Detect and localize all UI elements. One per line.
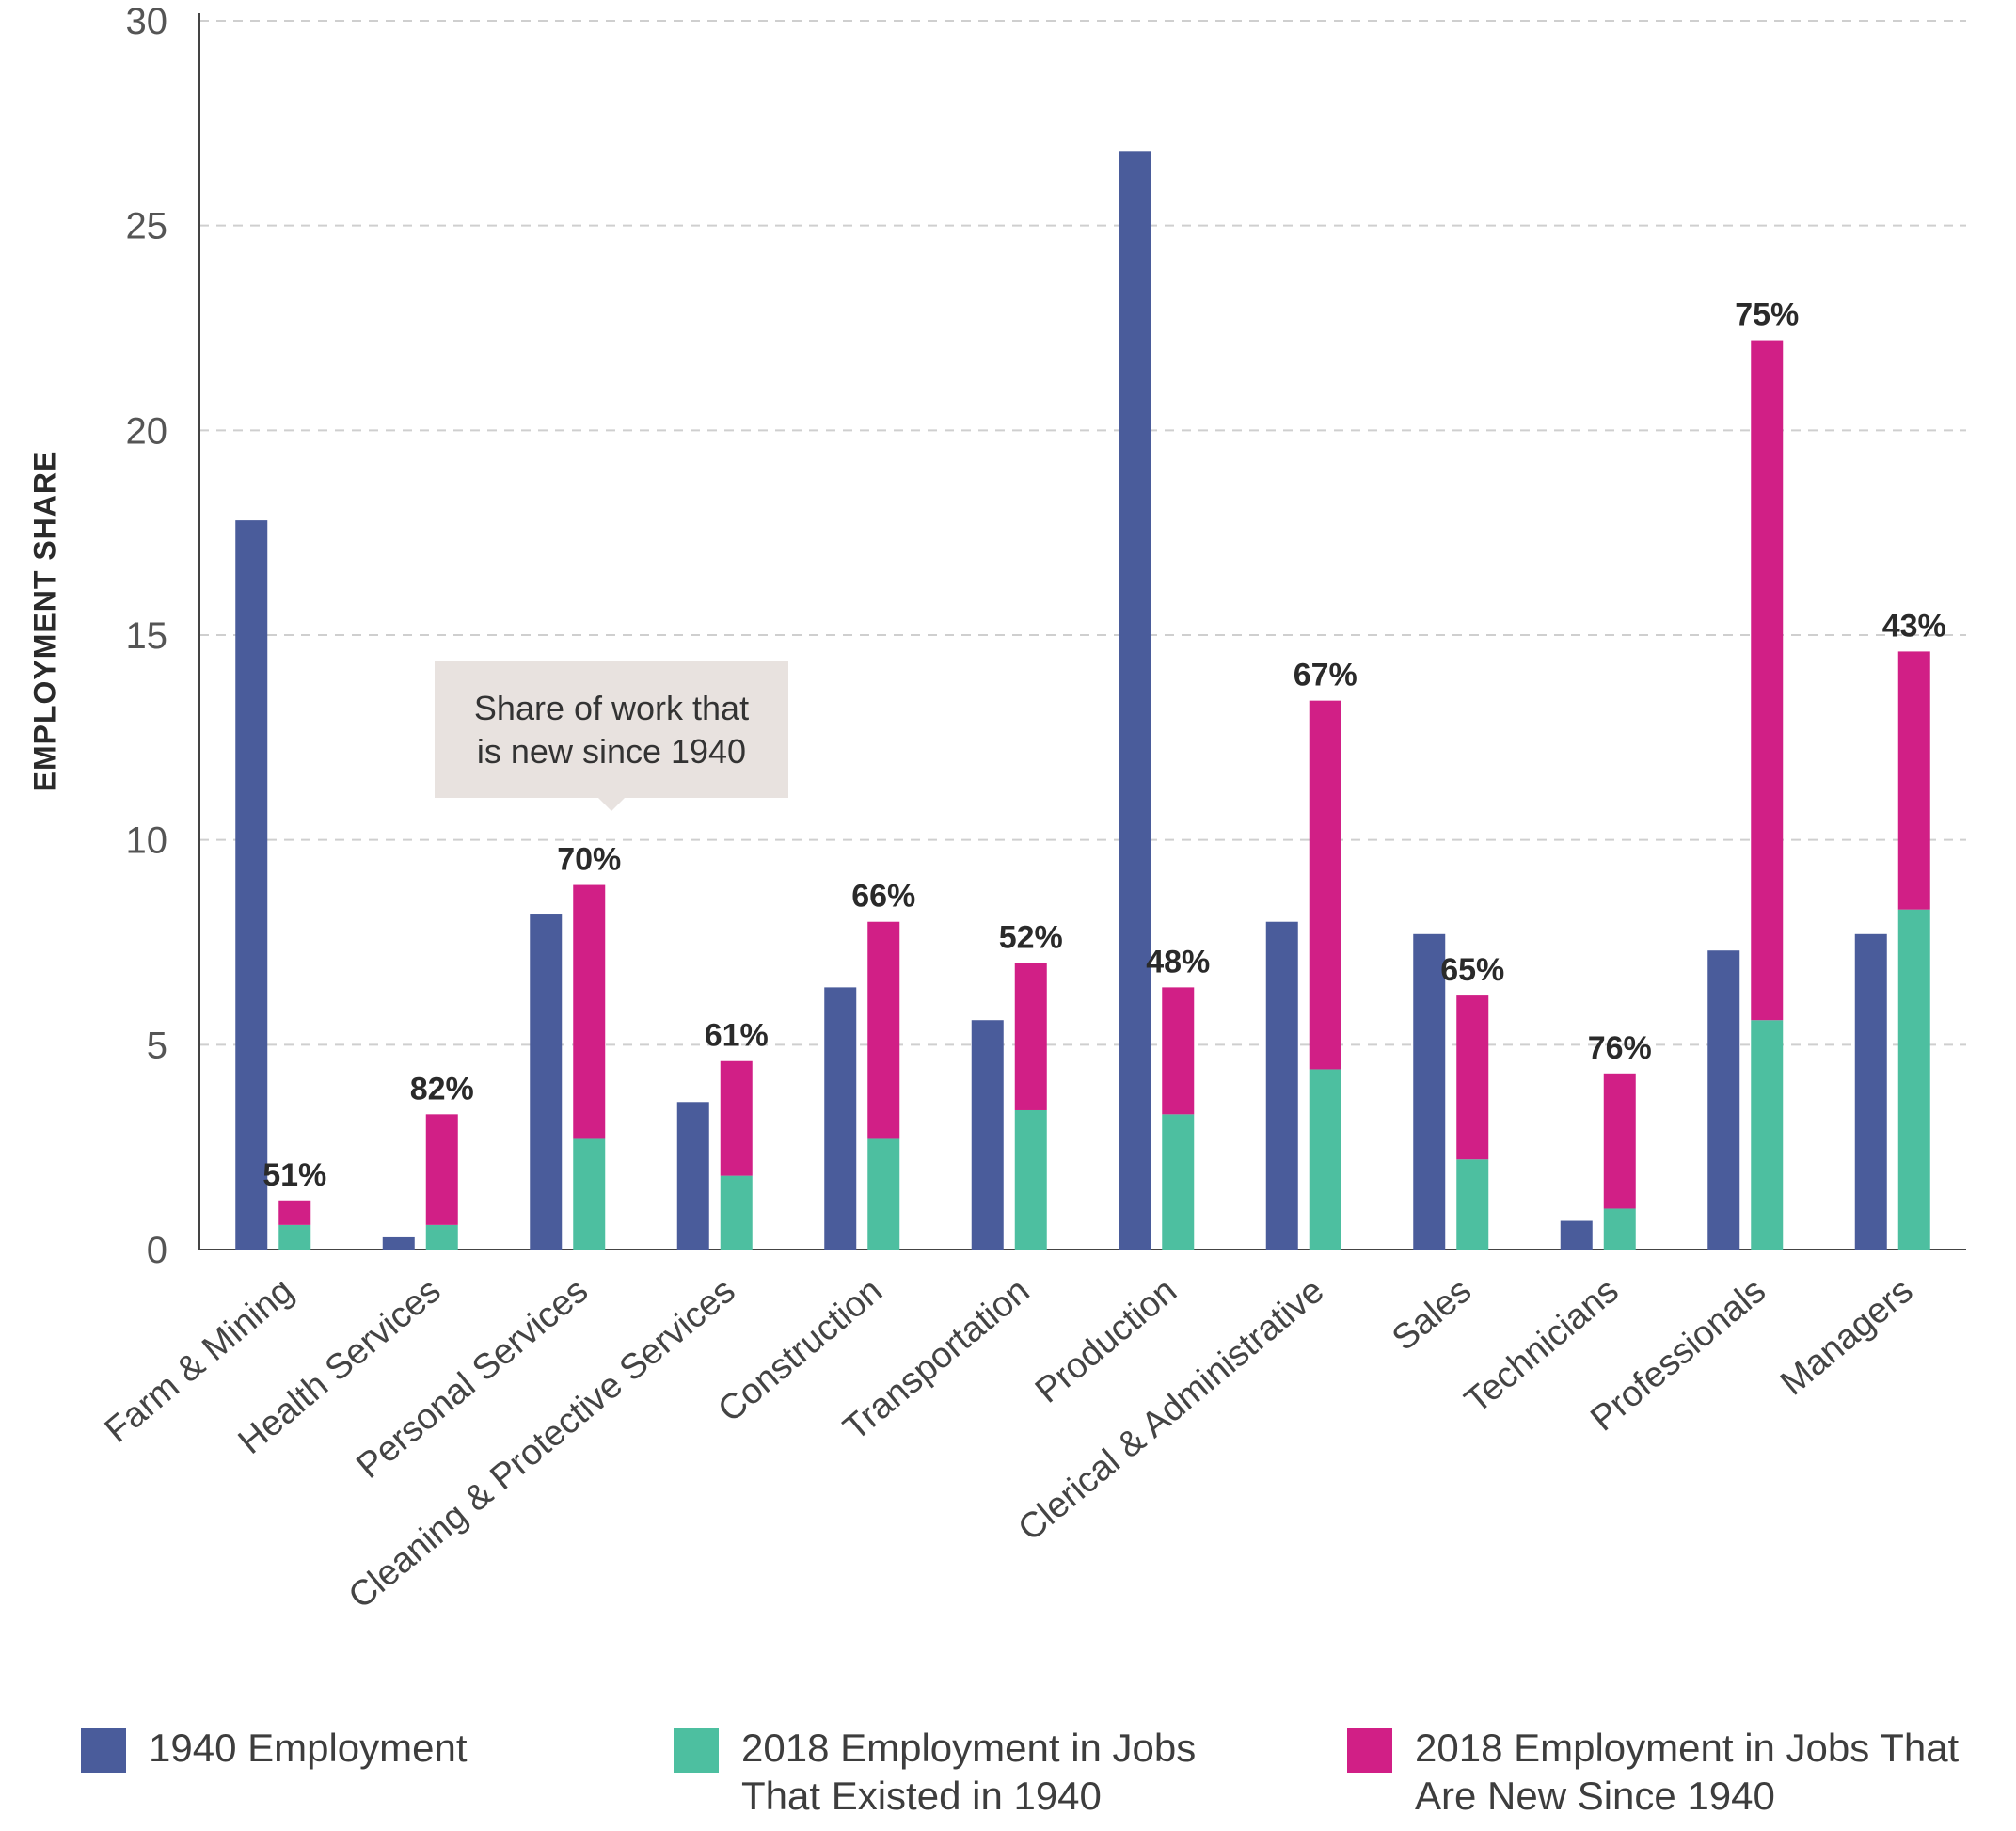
legend-item-2018-new: 2018 Employment in Jobs That Are New Sin… [1347, 1724, 2006, 1820]
bar-2018-existing-construction [867, 1138, 900, 1250]
data-label-construction: 66% [851, 879, 915, 915]
data-label-farm-and-mining: 51% [262, 1157, 326, 1193]
data-label-health-services: 82% [410, 1071, 474, 1107]
y-tick-label-20: 20 [126, 410, 168, 452]
bar-1940-clerical-and-administrative [1265, 921, 1298, 1250]
data-label-professionals: 75% [1735, 297, 1799, 333]
annotation-pointer [598, 798, 625, 811]
legend-label-2018-existing: 2018 Employment in Jobs That Existed in … [741, 1726, 1197, 1818]
bar-2018-existing-health-services [425, 1224, 458, 1250]
legend: 1940 Employment 2018 Employment in Jobs … [0, 1724, 2016, 1827]
data-label-transportation: 52% [999, 919, 1063, 955]
data-label-managers: 43% [1882, 608, 1946, 644]
bar-1940-sales [1413, 933, 1446, 1250]
bar-2018-new-managers [1897, 651, 1930, 910]
y-tick-label-25: 25 [126, 206, 168, 247]
data-label-technicians: 76% [1588, 1030, 1652, 1066]
legend-swatch-1940 [81, 1728, 126, 1773]
bar-1940-professionals [1707, 950, 1740, 1250]
y-tick-label-30: 30 [126, 1, 168, 42]
y-tick-label-5: 5 [147, 1025, 167, 1066]
bar-1940-managers [1854, 933, 1887, 1250]
bar-2018-existing-clerical-and-administrative [1309, 1069, 1341, 1250]
bar-2018-new-cleaning-and-protective-services [720, 1060, 753, 1176]
y-axis-label: EMPLOYMENT SHARE [27, 450, 62, 792]
bar-1940-transportation [971, 1020, 1004, 1250]
bar-2018-existing-farm-and-mining [278, 1224, 311, 1250]
legend-item-1940: 1940 Employment [81, 1724, 468, 1773]
x-tick-label-sales: Sales [1385, 1271, 1479, 1359]
data-label-sales: 65% [1440, 952, 1504, 988]
bar-2018-new-production [1162, 987, 1195, 1115]
legend-item-2018-existing: 2018 Employment in Jobs That Existed in … [674, 1724, 1276, 1820]
data-label-production: 48% [1146, 944, 1210, 979]
data-label-clerical-and-administrative: 67% [1294, 658, 1357, 693]
bar-2018-existing-personal-services [573, 1138, 606, 1250]
x-tick-label-managers: Managers [1773, 1271, 1920, 1404]
bar-2018-new-transportation [1014, 963, 1047, 1110]
legend-label-2018-new: 2018 Employment in Jobs That Are New Sin… [1415, 1726, 1960, 1818]
y-tick-label-0: 0 [147, 1230, 167, 1271]
bar-2018-new-personal-services [573, 884, 606, 1139]
bar-2018-new-technicians [1603, 1073, 1636, 1209]
legend-label-1940: 1940 Employment [149, 1726, 468, 1770]
bar-1940-cleaning-and-protective-services [676, 1102, 709, 1250]
bar-1940-production [1119, 151, 1151, 1250]
bar-1940-technicians [1560, 1220, 1593, 1250]
bar-2018-new-sales [1456, 995, 1489, 1160]
bar-2018-existing-technicians [1603, 1208, 1636, 1250]
x-tick-label-clerical-and-administrative: Clerical & Administrative [1011, 1271, 1332, 1550]
bar-1940-construction [824, 987, 857, 1250]
legend-swatch-2018-existing [674, 1728, 719, 1773]
bar-2018-existing-sales [1456, 1159, 1489, 1250]
y-tick-label-15: 15 [126, 615, 168, 657]
bar-2018-existing-managers [1897, 909, 1930, 1250]
bar-2018-new-farm-and-mining [278, 1200, 311, 1225]
annotation-callout: Share of work that is new since 1940 [435, 661, 788, 798]
bar-2018-existing-transportation [1014, 1109, 1047, 1250]
annotation-text: Share of work that is new since 1940 [473, 689, 750, 771]
y-tick-label-10: 10 [126, 820, 168, 862]
x-tick-label-production: Production [1028, 1271, 1184, 1411]
bar-1940-personal-services [530, 914, 563, 1250]
bar-2018-existing-production [1162, 1114, 1195, 1250]
legend-swatch-2018-new [1347, 1728, 1392, 1773]
bar-1940-farm-and-mining [235, 520, 268, 1250]
data-label-personal-services: 70% [557, 842, 621, 878]
bar-2018-new-health-services [425, 1114, 458, 1225]
bar-2018-existing-cleaning-and-protective-services [720, 1175, 753, 1250]
bar-2018-new-construction [867, 921, 900, 1139]
bar-1940-health-services [382, 1236, 415, 1250]
data-label-cleaning-and-protective-services: 61% [705, 1018, 769, 1054]
bar-2018-new-clerical-and-administrative [1309, 700, 1341, 1070]
bar-2018-existing-professionals [1751, 1020, 1784, 1250]
bar-2018-new-professionals [1751, 340, 1784, 1021]
